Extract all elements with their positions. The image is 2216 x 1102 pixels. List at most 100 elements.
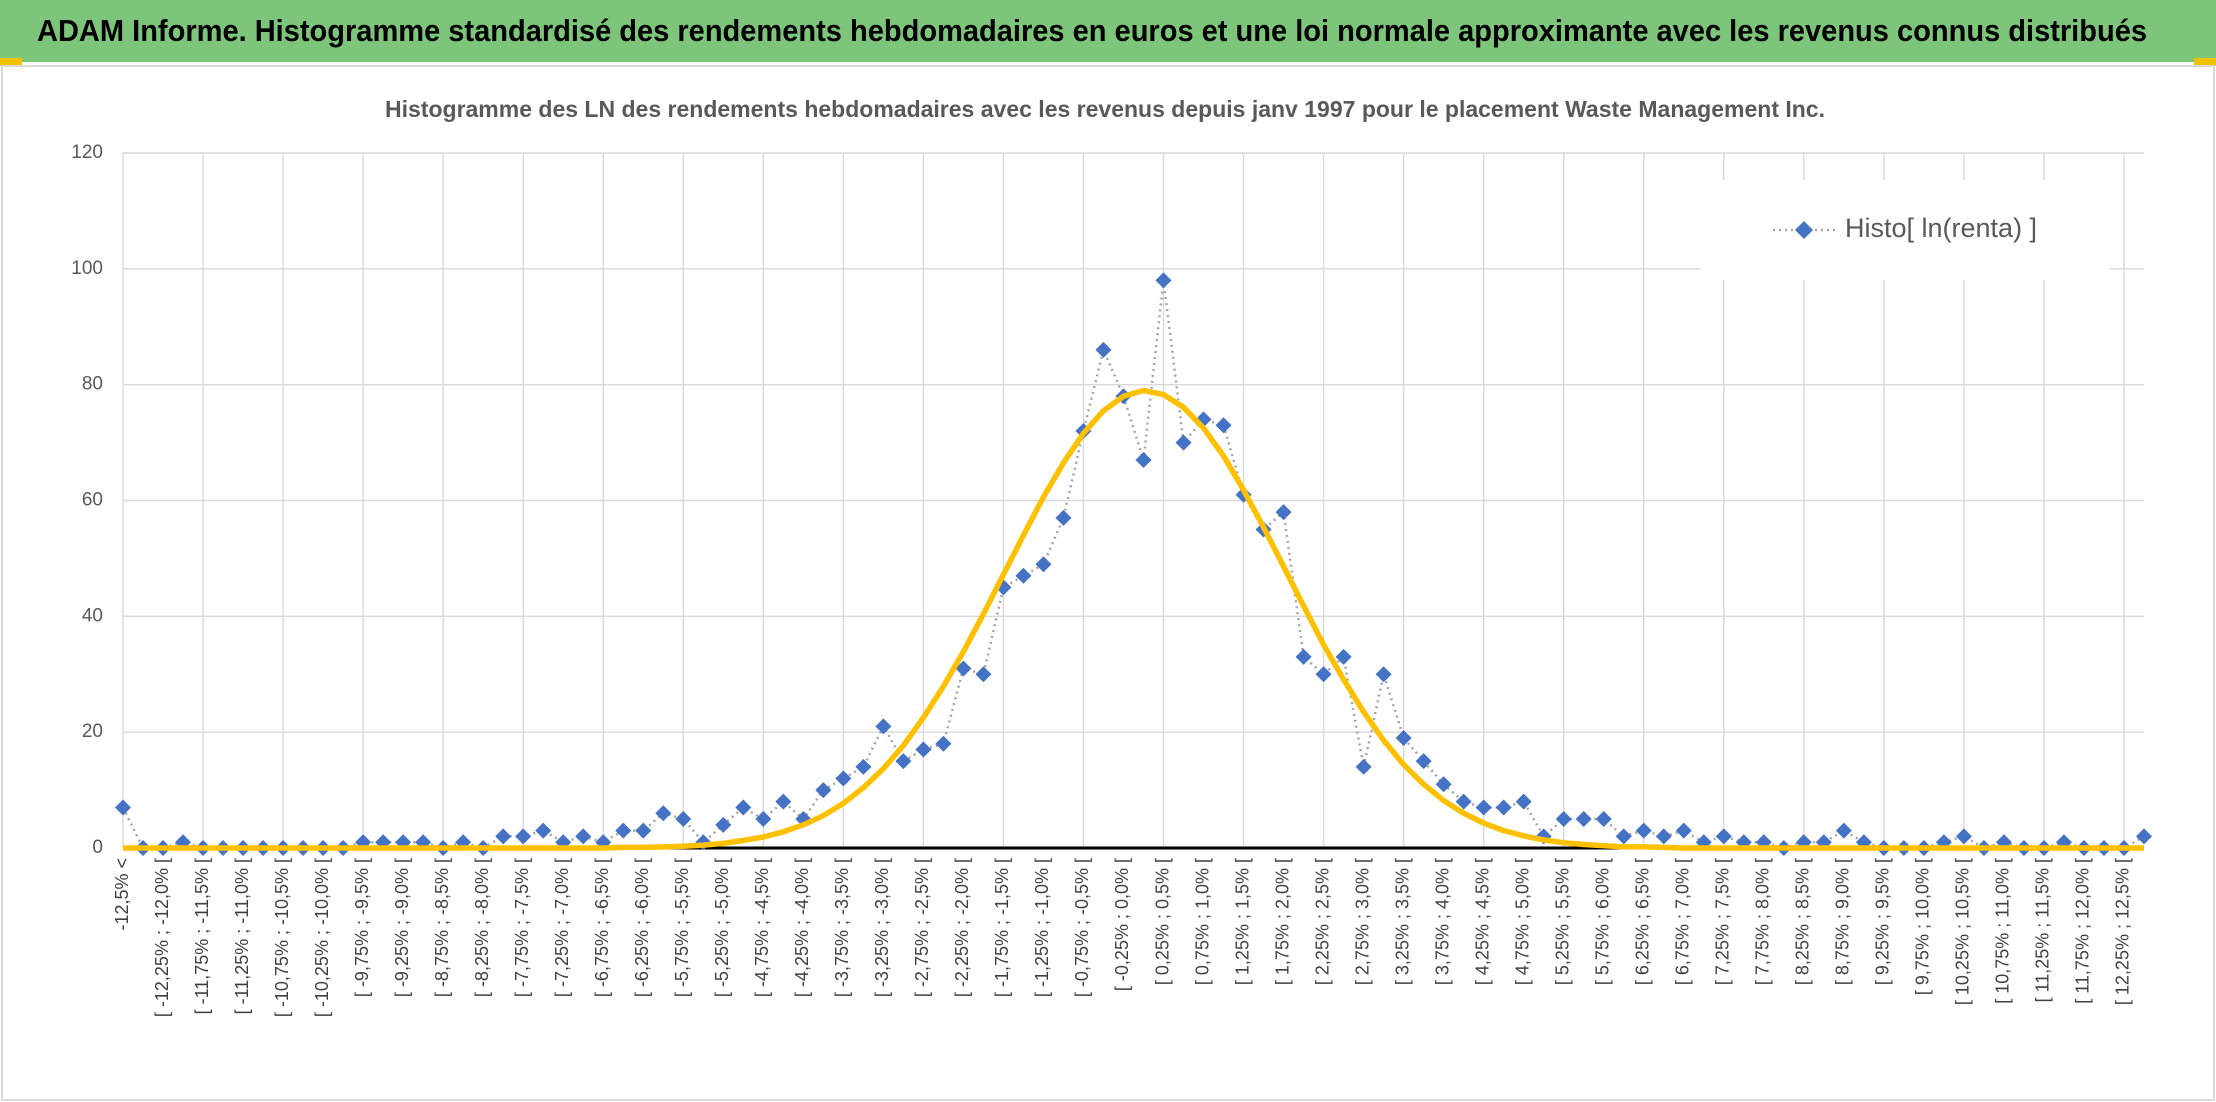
normal-curve [123,387,2144,851]
x-tick-label: [ 2,25% ; 2,5% [ [1312,858,1332,985]
marker [575,828,592,845]
marker [1955,828,1972,845]
x-tick-label: [ -5,75% ; -5,5% [ [672,858,692,997]
legend-box [1700,180,2110,280]
x-tick-label: [ -9,25% ; -9,0% [ [392,858,412,997]
x-tick-label: [ 7,75% ; 8,0% [ [1753,858,1773,985]
marker [655,805,672,822]
marker [955,660,972,677]
y-tick-label: 40 [82,605,103,626]
x-tick-label: [ 5,25% ; 5,5% [ [1552,858,1572,985]
marker [775,793,792,810]
marker [1515,793,1532,810]
marker [615,822,632,839]
x-tick-label: [ -4,75% ; -4,5% [ [752,858,772,997]
marker [1295,648,1312,665]
marker [1595,811,1612,828]
marker [2136,828,2152,845]
marker [895,753,912,770]
x-tick-label: [ 11,75% ; 12,0% [ [2073,858,2093,1004]
marker [935,735,952,752]
y-tick-label: 120 [71,142,103,163]
x-tick-label: [ -2,75% ; -2,5% [ [912,858,932,997]
marker [495,828,512,845]
marker [735,799,752,816]
marker [635,822,652,839]
x-tick-label: [ -11,75% ; -11,5% [ [192,858,212,1014]
marker [1155,272,1172,289]
marker [1215,417,1232,434]
marker [875,718,892,735]
x-tick-label: [ -12,25% ; -12,0% [ [152,858,172,1017]
x-tick-label: [ 10,75% ; 11,0% [ [1993,858,2013,1004]
chart-border [1,65,2215,1101]
marker [535,822,552,839]
y-tick-label: 80 [82,374,103,395]
y-tick-label: 0 [92,837,103,858]
marker [1275,504,1292,521]
plot [115,272,2152,856]
x-tick-label: [ 4,25% ; 4,5% [ [1472,858,1492,985]
y-tick-label: 100 [71,258,103,279]
x-tick-label: [ 6,25% ; 6,5% [ [1633,858,1653,985]
marker [675,811,692,828]
x-tick-label: [ -10,75% ; -10,5% [ [272,858,292,1017]
x-tick-label: [ 0,25% ; 0,5% [ [1152,858,1172,985]
marker [755,811,772,828]
legend-marker [1795,221,1813,239]
marker [1415,753,1432,770]
marker [1135,451,1152,468]
marker [1035,556,1052,573]
marker [1615,828,1632,845]
x-tick-label: [ -0,75% ; -0,5% [ [1072,858,1092,997]
x-tick-label: [ -7,25% ; -7,0% [ [552,858,572,997]
marker [1475,799,1492,816]
x-tick-label: [ 4,75% ; 5,0% [ [1512,858,1532,985]
x-tick-label: [ -6,25% ; -6,0% [ [632,858,652,997]
x-tick-label: [ 8,75% ; 9,0% [ [1833,858,1853,985]
marker [1555,811,1572,828]
x-tick-label: [ -7,75% ; -7,5% [ [512,858,532,997]
marker [1375,666,1392,683]
chart-title: Histogramme des LN des rendements hebdom… [385,96,1825,122]
x-tick-label: [ -8,75% ; -8,5% [ [432,858,452,997]
marker [1355,758,1372,775]
x-tick-label: [ 1,75% ; 2,0% [ [1272,858,1292,985]
marker [1675,822,1692,839]
x-tick-label: [ 5,75% ; 6,0% [ [1592,858,1612,985]
marker [1015,567,1032,584]
x-tick-label: [ 1,25% ; 1,5% [ [1232,858,1252,985]
x-tick-label: [ -1,75% ; -1,5% [ [992,858,1012,997]
x-tick-label: [ -1,25% ; -1,0% [ [1032,858,1052,997]
x-tick-label: [ -5,25% ; -5,0% [ [712,858,732,997]
marker [1095,341,1112,358]
corner-accent [2194,58,2216,66]
marker [1175,434,1192,451]
marker [1395,729,1412,746]
marker [1335,648,1352,665]
marker [1055,509,1072,526]
x-tick-label: [ 7,25% ; 7,5% [ [1713,858,1733,985]
x-tick-label: [ 0,75% ; 1,0% [ [1192,858,1212,985]
marker [975,666,992,683]
x-tick-label: [ -3,75% ; -3,5% [ [832,858,852,997]
y-tick-label: 20 [82,721,103,742]
marker [1315,666,1332,683]
legend-label: Histo[ ln(renta) ] [1845,213,2037,243]
grid: 0 20 40 60 80 100 120 -12,5% < [ -12,25% ; -12,0… [71,142,2144,1017]
marker [515,828,532,845]
x-tick-label: [ 3,75% ; 4,0% [ [1432,858,1452,985]
marker [815,782,832,799]
legend: Histo[ ln(renta) ] [1700,180,2110,280]
corner-accent [0,58,22,66]
header-title: ADAM Informe. Histogramme standardisé de… [37,13,2147,48]
x-tick-label: -12,5% < [112,858,132,931]
marker [1575,811,1592,828]
marker [1715,828,1732,845]
marker [1455,793,1472,810]
marker [915,741,932,758]
x-tick-label: [ -4,25% ; -4,0% [ [792,858,812,997]
y-tick-label: 60 [82,490,103,511]
marker [1435,776,1452,793]
marker [835,770,852,787]
